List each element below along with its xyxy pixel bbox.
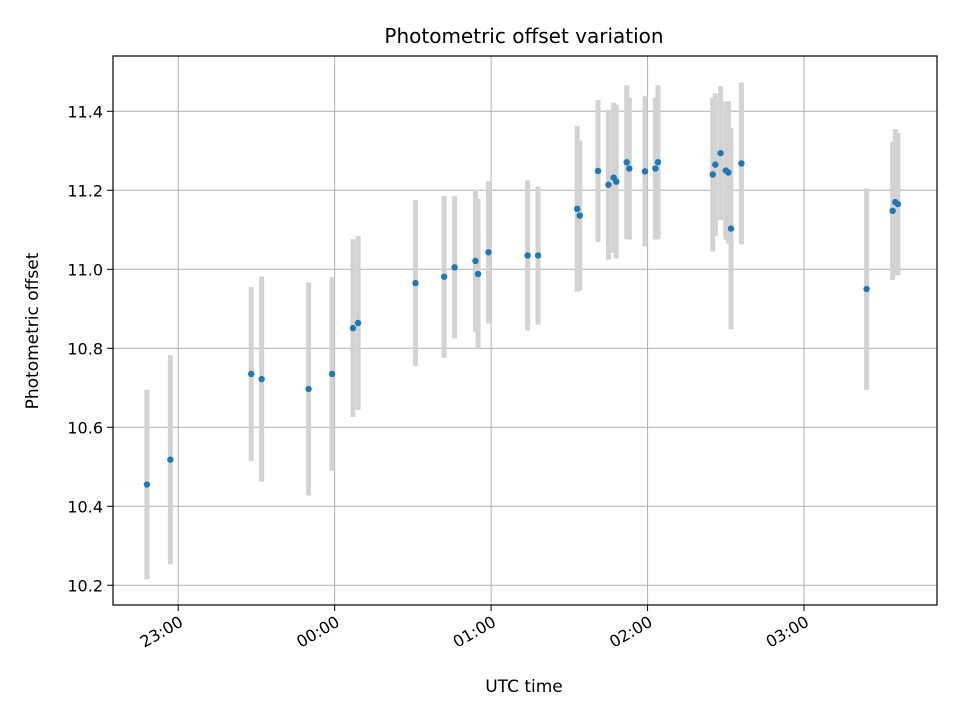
data-point	[623, 159, 630, 166]
data-point	[641, 168, 649, 175]
y-tick-label: 10.2	[67, 576, 103, 595]
y-axis-label: Photometric offset	[23, 252, 43, 409]
data-point	[248, 370, 255, 378]
x-tick-label: 00:00	[293, 612, 342, 652]
data-point	[305, 385, 312, 393]
data-point	[258, 375, 265, 383]
data-point	[440, 273, 448, 280]
data-point	[354, 319, 362, 327]
chart-title: Photometric offset variation	[384, 24, 663, 48]
data-point	[709, 171, 716, 178]
plot-frame	[112, 55, 938, 606]
y-tick-label: 11.0	[67, 260, 103, 279]
x-axis-ticks: 23:00 00:00 01:00 02:00 03:00	[137, 605, 812, 652]
data-point	[534, 252, 542, 259]
data-point	[474, 270, 482, 278]
data-point	[573, 205, 581, 213]
data-point	[652, 165, 659, 172]
data-point	[725, 169, 732, 176]
y-axis-ticks: 10.2 10.4 10.6 10.8 11.0 11.2 11.4	[67, 102, 113, 595]
grid	[113, 56, 937, 605]
data-point	[626, 165, 633, 172]
y-tick-label: 10.4	[67, 497, 103, 516]
data-point	[738, 160, 745, 167]
data-point	[654, 159, 662, 166]
data-point	[576, 212, 583, 219]
data-point	[524, 252, 531, 259]
y-tick-label: 11.4	[67, 102, 103, 121]
y-tick-label: 11.2	[67, 181, 103, 200]
data-point	[605, 181, 612, 188]
y-tick-label: 10.6	[67, 418, 103, 437]
data-point	[349, 324, 357, 332]
data-point	[712, 161, 719, 168]
data-point	[717, 149, 724, 157]
error-bars	[144, 82, 901, 580]
x-tick-label: 23:00	[137, 612, 186, 652]
data-point	[613, 178, 620, 185]
data-point	[594, 167, 602, 175]
data-point	[863, 285, 870, 293]
data-point	[727, 225, 735, 232]
data-point	[894, 200, 902, 208]
data-points	[143, 149, 902, 488]
data-point	[451, 264, 458, 271]
data-point	[143, 481, 151, 488]
x-tick-label: 01:00	[450, 612, 499, 652]
x-tick-label: 02:00	[606, 612, 655, 652]
data-point	[485, 249, 492, 256]
y-tick-label: 10.8	[67, 339, 103, 358]
data-point	[472, 257, 479, 265]
data-point	[889, 207, 896, 215]
x-tick-label: 03:00	[763, 612, 812, 652]
data-point	[328, 370, 336, 378]
data-point	[167, 456, 174, 463]
x-axis-label: UTC time	[485, 677, 563, 697]
data-point	[412, 279, 419, 287]
